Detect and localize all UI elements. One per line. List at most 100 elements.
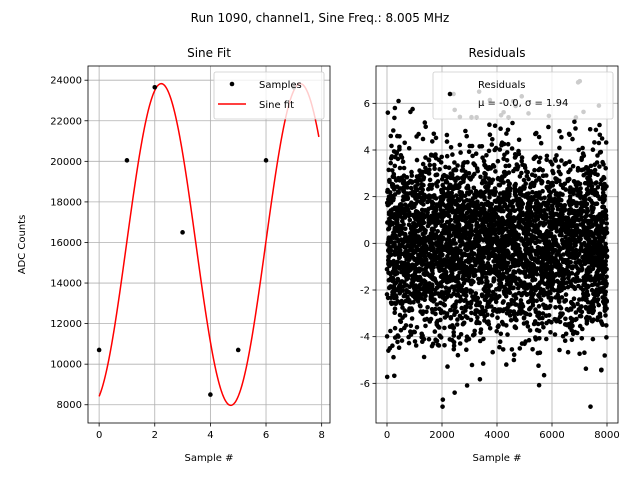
residual-point bbox=[464, 347, 469, 353]
residual-point bbox=[595, 172, 600, 178]
residual-point bbox=[418, 266, 423, 272]
residual-point bbox=[579, 267, 584, 273]
residual-point bbox=[388, 160, 394, 166]
residual-point bbox=[494, 259, 500, 265]
residual-point bbox=[402, 180, 407, 186]
residual-point bbox=[511, 233, 516, 239]
residual-point bbox=[447, 274, 453, 280]
residual-point bbox=[557, 270, 563, 275]
residual-point bbox=[563, 316, 568, 322]
residual-point bbox=[387, 244, 392, 250]
residual-point bbox=[572, 119, 577, 125]
residual-point bbox=[587, 177, 593, 182]
residual-point bbox=[418, 309, 423, 314]
residual-point bbox=[530, 294, 535, 299]
residual-point bbox=[491, 236, 497, 242]
residual-point bbox=[390, 182, 396, 187]
residual-point bbox=[444, 139, 450, 144]
residual-point bbox=[401, 239, 406, 245]
residual-point bbox=[472, 200, 477, 206]
residual-point bbox=[404, 175, 410, 180]
residual-point bbox=[508, 318, 514, 323]
residual-point bbox=[505, 189, 511, 195]
sine-fit-legend: Samples Sine fit bbox=[213, 71, 325, 120]
residual-point bbox=[470, 294, 475, 299]
residual-point bbox=[517, 346, 523, 351]
residual-point bbox=[580, 145, 585, 151]
residual-point bbox=[547, 303, 553, 309]
residual-point bbox=[540, 311, 546, 316]
residual-point bbox=[532, 277, 538, 282]
residual-point bbox=[584, 289, 590, 295]
residual-point bbox=[583, 297, 588, 303]
residual-point bbox=[516, 148, 521, 154]
residual-point bbox=[464, 133, 470, 139]
residual-point bbox=[566, 275, 571, 281]
residual-point bbox=[440, 404, 445, 409]
residual-point bbox=[595, 317, 600, 323]
residual-point bbox=[548, 159, 553, 165]
residual-point bbox=[432, 287, 438, 293]
residual-point bbox=[487, 132, 493, 137]
residual-point bbox=[499, 260, 505, 266]
residual-point bbox=[567, 132, 572, 137]
residual-point bbox=[536, 207, 541, 213]
residual-point bbox=[482, 213, 487, 218]
residual-point bbox=[490, 177, 496, 183]
residual-point bbox=[418, 259, 423, 265]
residual-point bbox=[586, 309, 592, 315]
residual-point bbox=[568, 306, 574, 312]
residual-point bbox=[502, 203, 507, 209]
residual-point bbox=[555, 317, 561, 323]
residual-point bbox=[500, 347, 506, 352]
residual-point bbox=[460, 276, 465, 282]
residual-point bbox=[532, 167, 537, 173]
residual-point bbox=[490, 163, 496, 168]
residual-point bbox=[603, 209, 609, 214]
residual-point bbox=[386, 226, 391, 232]
residual-point bbox=[524, 311, 530, 317]
residual-point bbox=[409, 180, 415, 185]
residual-point bbox=[445, 226, 451, 232]
residual-point bbox=[408, 332, 414, 337]
residual-point bbox=[480, 361, 486, 366]
residual-point bbox=[389, 275, 394, 281]
residual-point bbox=[460, 288, 466, 293]
residual-point bbox=[582, 350, 587, 356]
residual-point bbox=[474, 233, 480, 239]
residual-point bbox=[520, 193, 525, 198]
residual-point bbox=[435, 324, 441, 329]
residual-point bbox=[385, 110, 391, 115]
residual-point bbox=[397, 223, 403, 229]
residual-point bbox=[584, 165, 589, 170]
residual-point bbox=[505, 306, 510, 312]
residual-point bbox=[504, 131, 509, 136]
residual-point bbox=[465, 223, 471, 229]
residual-point bbox=[549, 204, 555, 210]
residual-point bbox=[572, 215, 578, 220]
residual-point bbox=[560, 259, 566, 265]
residual-point bbox=[502, 240, 508, 245]
residual-point bbox=[554, 252, 559, 258]
residual-point bbox=[516, 137, 522, 143]
residual-point bbox=[489, 296, 495, 302]
residual-point bbox=[537, 350, 543, 356]
residual-point bbox=[544, 214, 549, 219]
residual-point bbox=[586, 238, 591, 243]
residual-point bbox=[481, 286, 487, 292]
residual-point bbox=[518, 269, 524, 275]
residual-point bbox=[597, 132, 603, 138]
residual-point bbox=[393, 293, 399, 298]
residual-point bbox=[552, 332, 558, 337]
residual-point bbox=[537, 166, 543, 172]
residual-point bbox=[443, 247, 449, 253]
residual-point bbox=[533, 223, 539, 228]
residual-point bbox=[420, 333, 425, 339]
residual-point bbox=[550, 168, 555, 174]
sine-fit-ytick-label: 12000 bbox=[50, 319, 82, 330]
residual-point bbox=[533, 131, 538, 137]
residual-point bbox=[415, 228, 421, 234]
residual-point bbox=[391, 229, 397, 235]
residual-point bbox=[432, 220, 437, 225]
residual-point bbox=[425, 223, 431, 229]
